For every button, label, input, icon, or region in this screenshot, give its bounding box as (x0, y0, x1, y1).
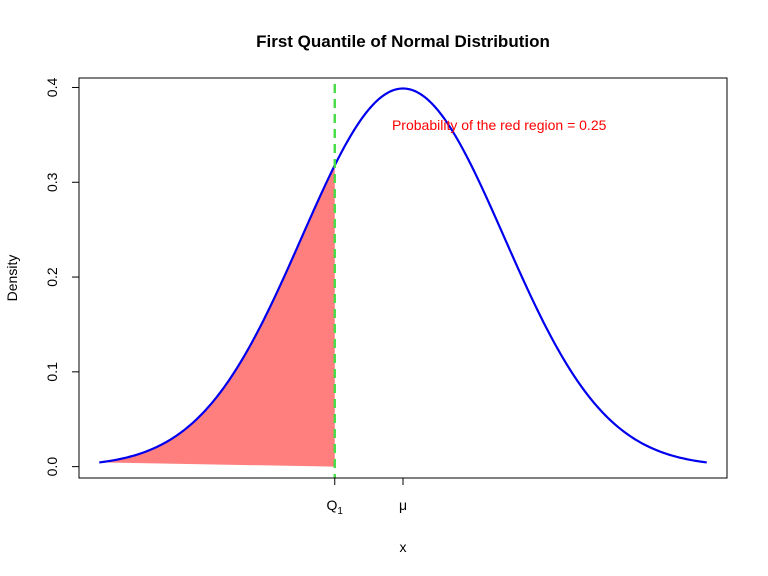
x-tick-label: μ (399, 497, 407, 513)
plot-area: 0.0 0.1 0.2 0.3 0.4 Q1 μ Probability of the red… (44, 77, 728, 517)
y-tick-label: 0.1 (44, 362, 60, 382)
y-tick-label: 0.2 (44, 267, 60, 287)
y-tick-label: 0.3 (44, 172, 60, 192)
shaded-region (99, 165, 335, 467)
chart-title: First Quantile of Normal Distribution (256, 32, 550, 51)
annotation-text: Probability of the red region = 0.25 (392, 117, 607, 133)
y-tick-label: 0.4 (44, 78, 60, 98)
y-axis-label: Density (4, 255, 20, 302)
x-axis-label: x (400, 539, 407, 555)
plot-box (78, 77, 728, 479)
y-tick-label: 0.0 (44, 457, 60, 477)
density-curve (99, 87, 707, 464)
x-tick-label: Q1 (327, 497, 344, 517)
